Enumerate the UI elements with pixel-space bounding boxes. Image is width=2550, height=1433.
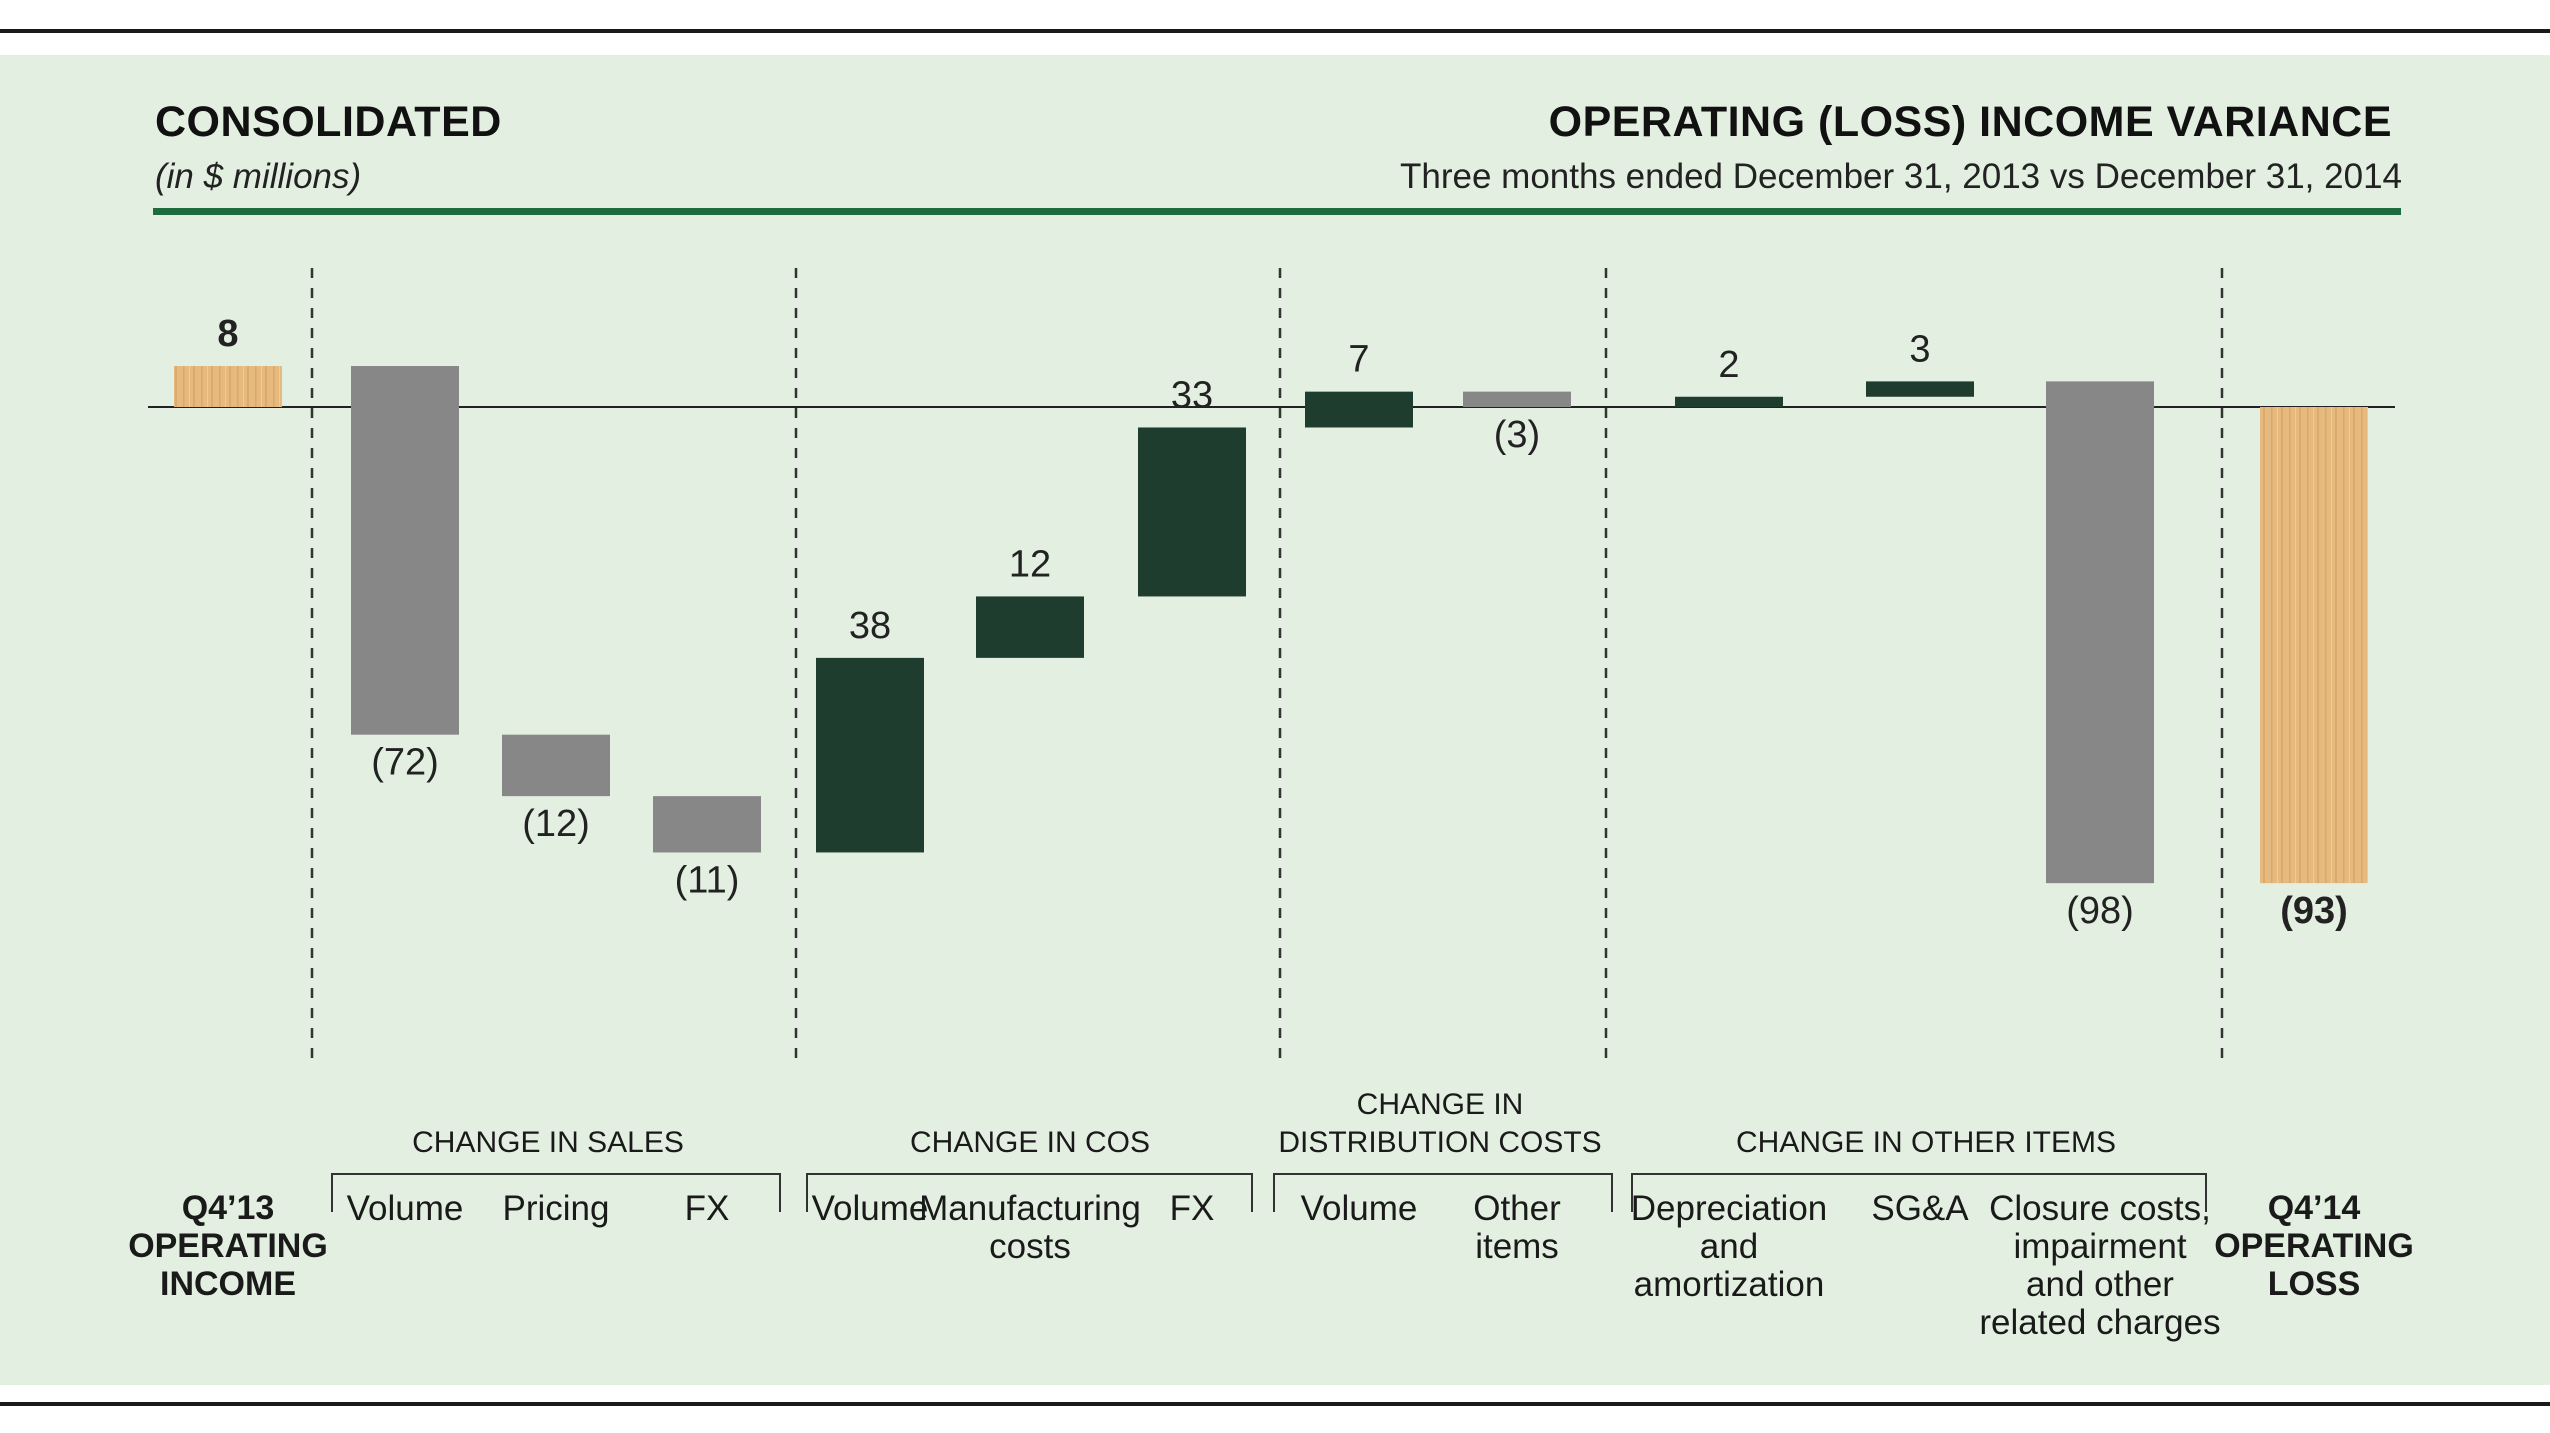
category-label-3-2-1: impairment xyxy=(2013,1227,2186,1266)
value-label-3-2: (98) xyxy=(2066,890,2134,932)
value-label-2-1: (3) xyxy=(1494,414,1540,456)
category-label-2-1-0: Other xyxy=(1473,1189,1561,1228)
bar-1-1 xyxy=(976,596,1084,658)
group-title-1-0: CHANGE IN COS xyxy=(910,1126,1150,1159)
value-label-1-1: 12 xyxy=(1009,543,1051,585)
group-title-0-0: CHANGE IN SALES xyxy=(412,1126,684,1159)
category-label-3-2-0: Closure costs, xyxy=(1989,1189,2211,1228)
value-label-2-0: 7 xyxy=(1348,339,1369,381)
bar-3-1 xyxy=(1866,381,1974,397)
value-label-1-0: 38 xyxy=(849,605,891,647)
category-label-3-2-3: related charges xyxy=(1979,1303,2220,1342)
header-rule xyxy=(153,208,2401,215)
category-label-1-0-0: Volume xyxy=(812,1189,929,1228)
group-bracket-0 xyxy=(331,1173,781,1212)
bar-3-2 xyxy=(2046,381,2154,884)
group-bracket-1 xyxy=(806,1173,1253,1212)
bar-0-0 xyxy=(351,366,459,735)
end-label-0: Q4’14 xyxy=(2268,1189,2361,1227)
value-label-1-2: 33 xyxy=(1171,374,1213,416)
category-label-1-1-0: Manufacturing xyxy=(919,1189,1141,1228)
value-label-0-2: (11) xyxy=(675,859,740,901)
subtitle-left: (in $ millions) xyxy=(155,157,362,196)
start-label-0: Q4’13 xyxy=(182,1189,275,1227)
bar-1-2 xyxy=(1138,427,1246,597)
value-label-0-0: (72) xyxy=(371,742,439,784)
category-label-3-0-1: and xyxy=(1700,1227,1758,1266)
group-title-3-0: CHANGE IN OTHER ITEMS xyxy=(1736,1126,2116,1159)
end-label-2: LOSS xyxy=(2268,1265,2361,1303)
category-label-0-0-0: Volume xyxy=(347,1189,464,1228)
value-label-start: 8 xyxy=(217,313,238,355)
title-right: OPERATING (LOSS) INCOME VARIANCE xyxy=(1548,98,2392,146)
value-label-0-1: (12) xyxy=(522,803,590,845)
subtitle-right: Three months ended December 31, 2013 vs … xyxy=(1400,157,2402,196)
category-label-1-2-0: FX xyxy=(1170,1189,1215,1228)
group-bracket-3 xyxy=(1631,1173,2207,1212)
category-label-3-2-2: and other xyxy=(2026,1265,2174,1304)
category-label-2-0-0: Volume xyxy=(1301,1189,1418,1228)
bar-2-1 xyxy=(1463,391,1571,407)
group-title-2-0: CHANGE IN xyxy=(1357,1088,1524,1121)
value-label-3-0: 2 xyxy=(1718,344,1739,386)
category-label-0-2-0: FX xyxy=(685,1189,730,1228)
title-left: CONSOLIDATED xyxy=(155,98,502,146)
value-label-3-1: 3 xyxy=(1909,328,1930,370)
group-bracket-2 xyxy=(1273,1173,1613,1212)
bar-1-0 xyxy=(816,657,924,853)
start-label-1: OPERATING xyxy=(128,1227,328,1265)
end-label-1: OPERATING xyxy=(2214,1227,2414,1265)
bar-0-1 xyxy=(502,734,610,797)
category-label-3-1-0: SG&A xyxy=(1871,1189,1969,1228)
bottom-border xyxy=(0,1402,2550,1406)
category-label-1-1-1: costs xyxy=(989,1227,1071,1266)
group-title-2-1: DISTRIBUTION COSTS xyxy=(1278,1126,1601,1159)
bar-start xyxy=(174,366,282,407)
bar-2-0 xyxy=(1305,391,1413,428)
bar-0-2 xyxy=(653,796,761,853)
top-border xyxy=(0,29,2550,33)
start-label-2: INCOME xyxy=(160,1265,296,1303)
bar-end xyxy=(2260,407,2368,884)
category-label-2-1-1: items xyxy=(1475,1227,1559,1266)
category-label-3-0-2: amortization xyxy=(1634,1265,1825,1304)
bar-3-0 xyxy=(1675,396,1783,407)
value-label-end: (93) xyxy=(2280,890,2348,932)
category-label-3-0-0: Depreciation xyxy=(1631,1189,1828,1228)
category-label-0-1-0: Pricing xyxy=(503,1189,610,1228)
